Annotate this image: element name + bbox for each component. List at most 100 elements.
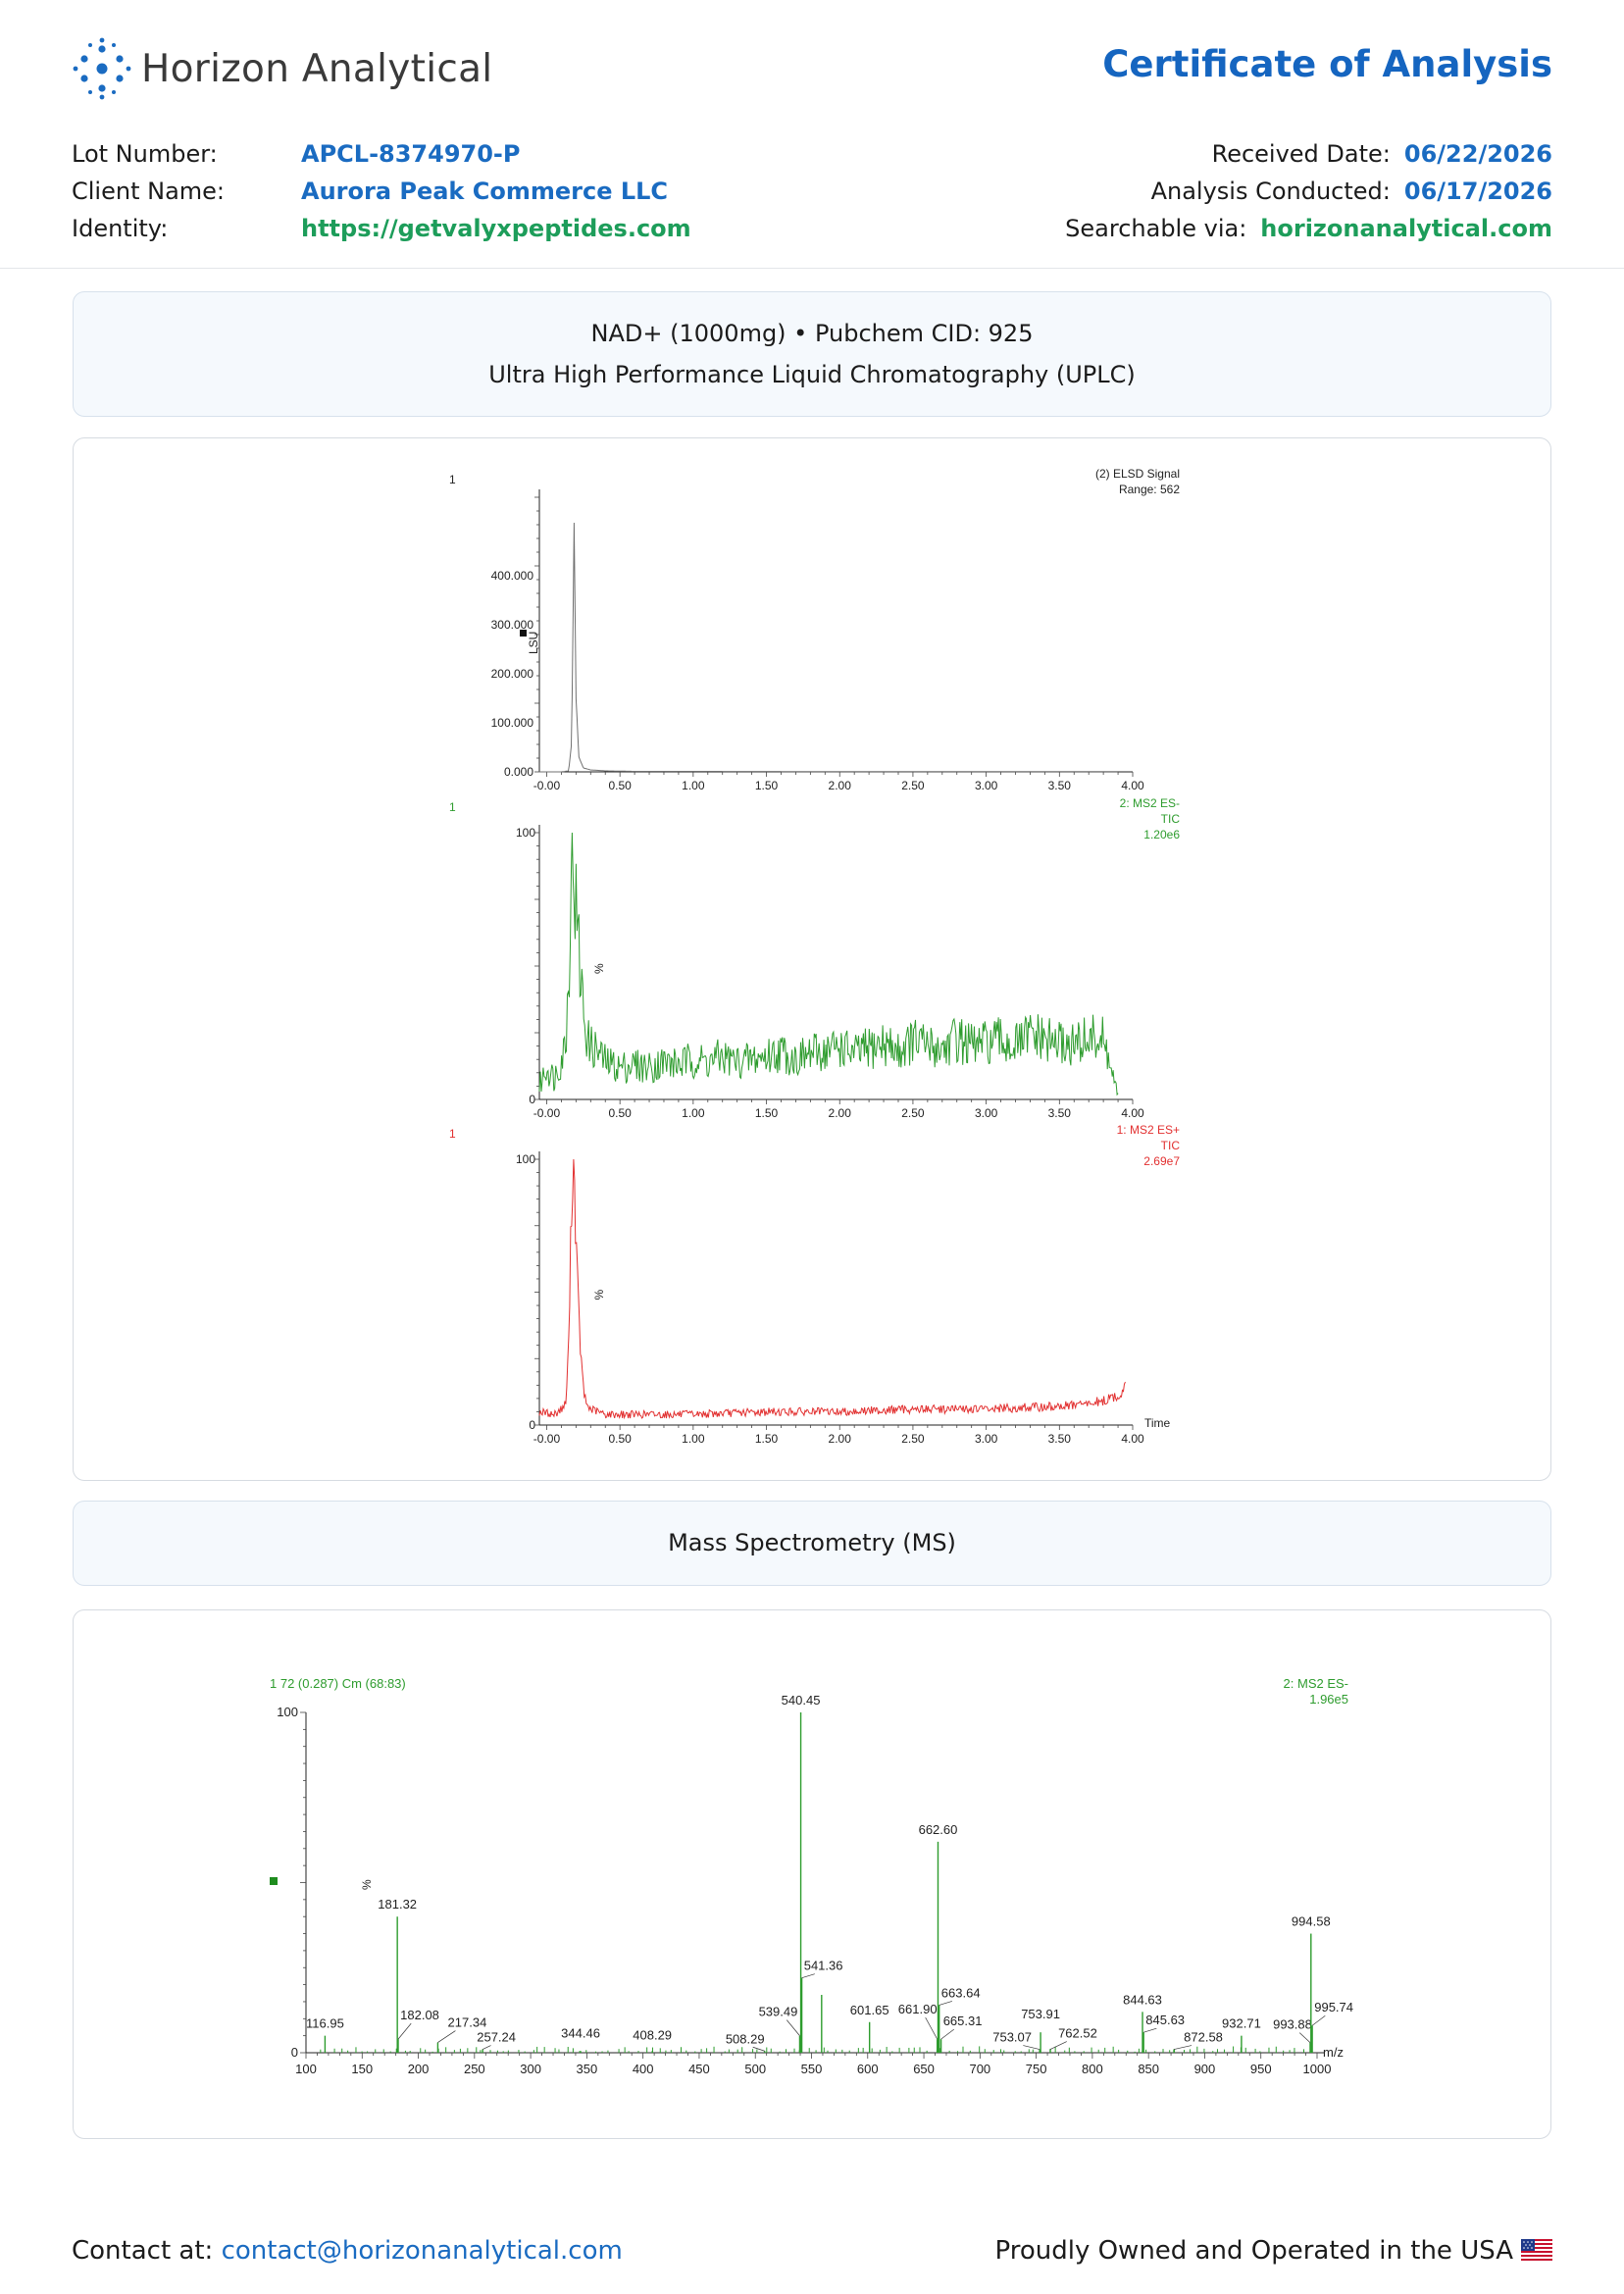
chromatogram-trace-2: 1 -0.00 0.50 1.00 1.50 2.00 2.50 3.00 3.50 4.00 0 1… — [449, 796, 1180, 1120]
y-tick-label: 300.000 — [491, 618, 534, 632]
chromatogram-trace-1: 1 -0.00 0.50 1.00 1.50 2.00 2.50 3.00 3.50 4.00 0.… — [449, 467, 1180, 792]
company-name: Horizon Analytical — [141, 46, 493, 91]
trace-marker: 1 — [449, 473, 456, 486]
lot-number-row: Lot Number: APCL-8374970-P — [72, 135, 691, 173]
compound-line: NAD+ (1000mg) • Pubchem CID: 925 — [590, 320, 1034, 347]
x-tick-label: 600 — [857, 2062, 879, 2076]
x-tick-label: 350 — [577, 2062, 598, 2076]
x-tick-label: 450 — [688, 2062, 710, 2076]
y-tick-label: 100.000 — [491, 716, 534, 730]
trace-marker: 1 — [449, 1127, 456, 1141]
legend-text: 2: MS2 ES- — [1120, 796, 1180, 810]
client-name-row: Client Name: Aurora Peak Commerce LLC — [72, 173, 691, 210]
contact-block: Contact at: contact@horizonanalytical.co… — [72, 2236, 623, 2266]
y-tick-label: 0 — [529, 1093, 535, 1106]
company-logo: Horizon Analytical — [71, 37, 492, 100]
y-axis-label: % — [360, 1879, 374, 1890]
received-date-value: 06/22/2026 — [1403, 140, 1552, 168]
legend-text: (2) ELSD Signal — [1095, 467, 1180, 481]
peak-label-leader — [482, 2045, 491, 2050]
us-flag-icon — [1521, 2239, 1552, 2263]
analysis-date-row: Analysis Conducted: 06/17/2026 — [1065, 173, 1552, 210]
x-tick-label: 2.00 — [829, 779, 852, 792]
x-tick-label: 2.00 — [829, 1106, 852, 1120]
peak-label: 845.63 — [1145, 2013, 1185, 2027]
client-name-value: Aurora Peak Commerce LLC — [301, 178, 669, 205]
peak-label-leader — [925, 2016, 938, 2040]
x-tick-label: 3.50 — [1048, 779, 1072, 792]
x-tick-label: 200 — [408, 2062, 430, 2076]
legend-text: TIC — [1161, 1139, 1181, 1152]
document-title: Certificate of Analysis — [1102, 43, 1552, 85]
usa-tagline: Proudly Owned and Operated in the USA — [994, 2236, 1552, 2266]
peak-label: 661.90 — [898, 2002, 938, 2016]
y-tick-label: 100 — [516, 1152, 535, 1166]
peak-label-leader — [1173, 2045, 1193, 2050]
peak-label: 872.58 — [1184, 2030, 1223, 2045]
x-tick-label: 700 — [969, 2062, 990, 2076]
trace-marker: 1 — [449, 800, 456, 814]
trace-line — [538, 832, 1119, 1096]
molecule-logo-icon — [73, 37, 131, 100]
legend-text: 1.96e5 — [1309, 1692, 1348, 1707]
y-axis-marker — [520, 630, 527, 637]
x-tick-label: 3.00 — [975, 1106, 998, 1120]
y-axis-label: % — [592, 1290, 606, 1300]
x-tick-label: 550 — [801, 2062, 823, 2076]
x-tick-label: 1.00 — [682, 1106, 705, 1120]
lot-number-value: APCL-8374970-P — [301, 140, 521, 168]
y-tick-label: 0.000 — [504, 765, 533, 779]
analysis-details: Received Date: 06/22/2026 Analysis Condu… — [1065, 135, 1552, 247]
peak-label-leader — [786, 2019, 800, 2036]
spectrum-plot: 1 72 (0.287) Cm (68:83) 2: MS2 ES-1.96e5 0… — [270, 1676, 1353, 2076]
x-tick-label: 0.50 — [608, 1106, 632, 1120]
legend-text: TIC — [1161, 812, 1181, 826]
identity-link[interactable]: https://getvalyxpeptides.com — [301, 215, 691, 242]
x-tick-label: 3.50 — [1048, 1106, 1072, 1120]
peak-label-leader — [940, 2028, 955, 2040]
client-name-label: Client Name: — [72, 178, 225, 205]
searchable-link[interactable]: horizonanalytical.com — [1260, 215, 1552, 242]
spectrum-title: 1 72 (0.287) Cm (68:83) — [270, 1676, 406, 1691]
x-tick-label: 2.50 — [901, 1106, 925, 1120]
peak-label-leader — [1298, 2032, 1311, 2043]
x-tick-label: 750 — [1026, 2062, 1047, 2076]
peak-label: 217.34 — [448, 2015, 487, 2030]
x-tick-label: 300 — [520, 2062, 541, 2076]
peak-label-leader — [1023, 2045, 1040, 2050]
peak-label: 408.29 — [633, 2027, 672, 2042]
x-tick-label: 2.50 — [901, 779, 925, 792]
uplc-chromatogram-panel: 1 -0.00 0.50 1.00 1.50 2.00 2.50 3.00 3.50 4.00 0.… — [73, 437, 1551, 1481]
peak-label-leader — [1311, 2014, 1326, 2026]
legend-text: 1.20e6 — [1143, 828, 1180, 841]
x-tick-label: 4.00 — [1121, 1106, 1144, 1120]
header-divider — [0, 268, 1624, 269]
peak-label: 181.32 — [378, 1897, 417, 1912]
peak-label: 601.65 — [850, 2003, 889, 2017]
tagline-text: Proudly Owned and Operated in the USA — [994, 2236, 1513, 2266]
x-tick-label: -0.00 — [533, 779, 561, 792]
x-tick-label: 850 — [1138, 2062, 1159, 2076]
peak-label: 663.64 — [941, 1985, 981, 2000]
legend-text: 1: MS2 ES+ — [1117, 1123, 1180, 1137]
peak-label: 753.07 — [992, 2030, 1032, 2045]
contact-email-link[interactable]: contact@horizonanalytical.com — [221, 2236, 623, 2266]
peak-label: 116.95 — [306, 2016, 344, 2031]
peak-label: 508.29 — [726, 2031, 765, 2046]
x-tick-label: 1.00 — [682, 779, 705, 792]
peak-label: 257.24 — [477, 2030, 516, 2045]
x-tick-label: 0.50 — [608, 779, 632, 792]
x-tick-label: 4.00 — [1121, 779, 1144, 792]
legend-text: 2: MS2 ES- — [1284, 1676, 1348, 1691]
peak-label-leader — [939, 2001, 952, 2006]
x-tick-label: 400 — [633, 2062, 654, 2076]
y-axis-label: LSU — [527, 632, 540, 654]
x-tick-label: 1000 — [1303, 2062, 1332, 2076]
peak-label: 844.63 — [1123, 1992, 1162, 2007]
x-tick-label: 100 — [295, 2062, 317, 2076]
legend-text: Range: 562 — [1119, 483, 1180, 496]
y-tick-label: 200.000 — [491, 667, 534, 681]
mass-spectrum-panel: 1 72 (0.287) Cm (68:83) 2: MS2 ES- 1.96e5 0… — [73, 1609, 1551, 2139]
x-tick-label: 4.00 — [1121, 1432, 1144, 1446]
y-tick-label: 400.000 — [491, 569, 534, 583]
